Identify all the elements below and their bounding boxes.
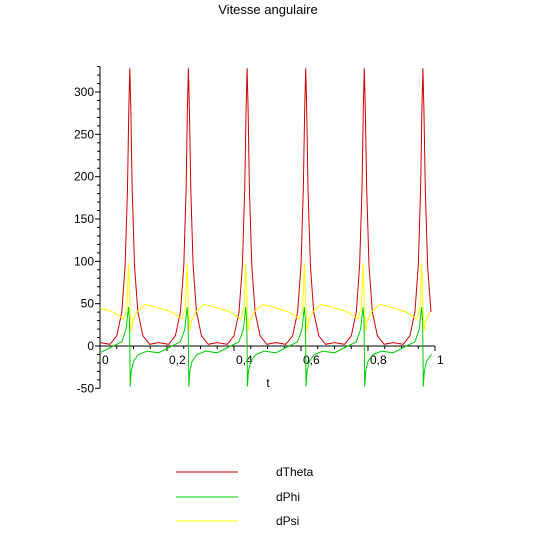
legend-label: dPsi bbox=[276, 514, 299, 528]
x-tick-label: 0,4 bbox=[236, 353, 253, 367]
y-tick-label: -50 bbox=[77, 381, 95, 395]
x-axis-label: t bbox=[266, 376, 270, 390]
chart-axes: -50 0 50 100 150 200 250 300 0 0,2 0,4 0,6 0,8 1 bbox=[74, 66, 444, 395]
y-tick-label: 50 bbox=[81, 297, 95, 311]
series-line-dPsi bbox=[99, 262, 431, 331]
legend: dTheta dPhi dPsi bbox=[176, 465, 314, 528]
x-tick-label: 0,2 bbox=[169, 353, 186, 367]
x-tick-label: 0,6 bbox=[303, 353, 320, 367]
y-tick-label: 200 bbox=[74, 170, 94, 184]
y-tick-label: 100 bbox=[74, 254, 94, 268]
x-tick-label: 0,8 bbox=[370, 353, 387, 367]
x-tick-label: 0 bbox=[102, 353, 109, 367]
y-tick-label: 250 bbox=[74, 127, 94, 141]
series-line-dPhi bbox=[99, 307, 433, 387]
chart-title: Vitesse angulaire bbox=[218, 2, 318, 17]
legend-label: dTheta bbox=[276, 465, 314, 479]
y-tick-label: 300 bbox=[74, 85, 94, 99]
x-tick-label: 1 bbox=[437, 353, 444, 367]
legend-label: dPhi bbox=[276, 490, 300, 504]
plot-area bbox=[99, 68, 433, 387]
y-tick-label: 0 bbox=[87, 339, 94, 353]
series-line-dTheta bbox=[99, 68, 432, 345]
y-tick-label: 150 bbox=[74, 212, 94, 226]
